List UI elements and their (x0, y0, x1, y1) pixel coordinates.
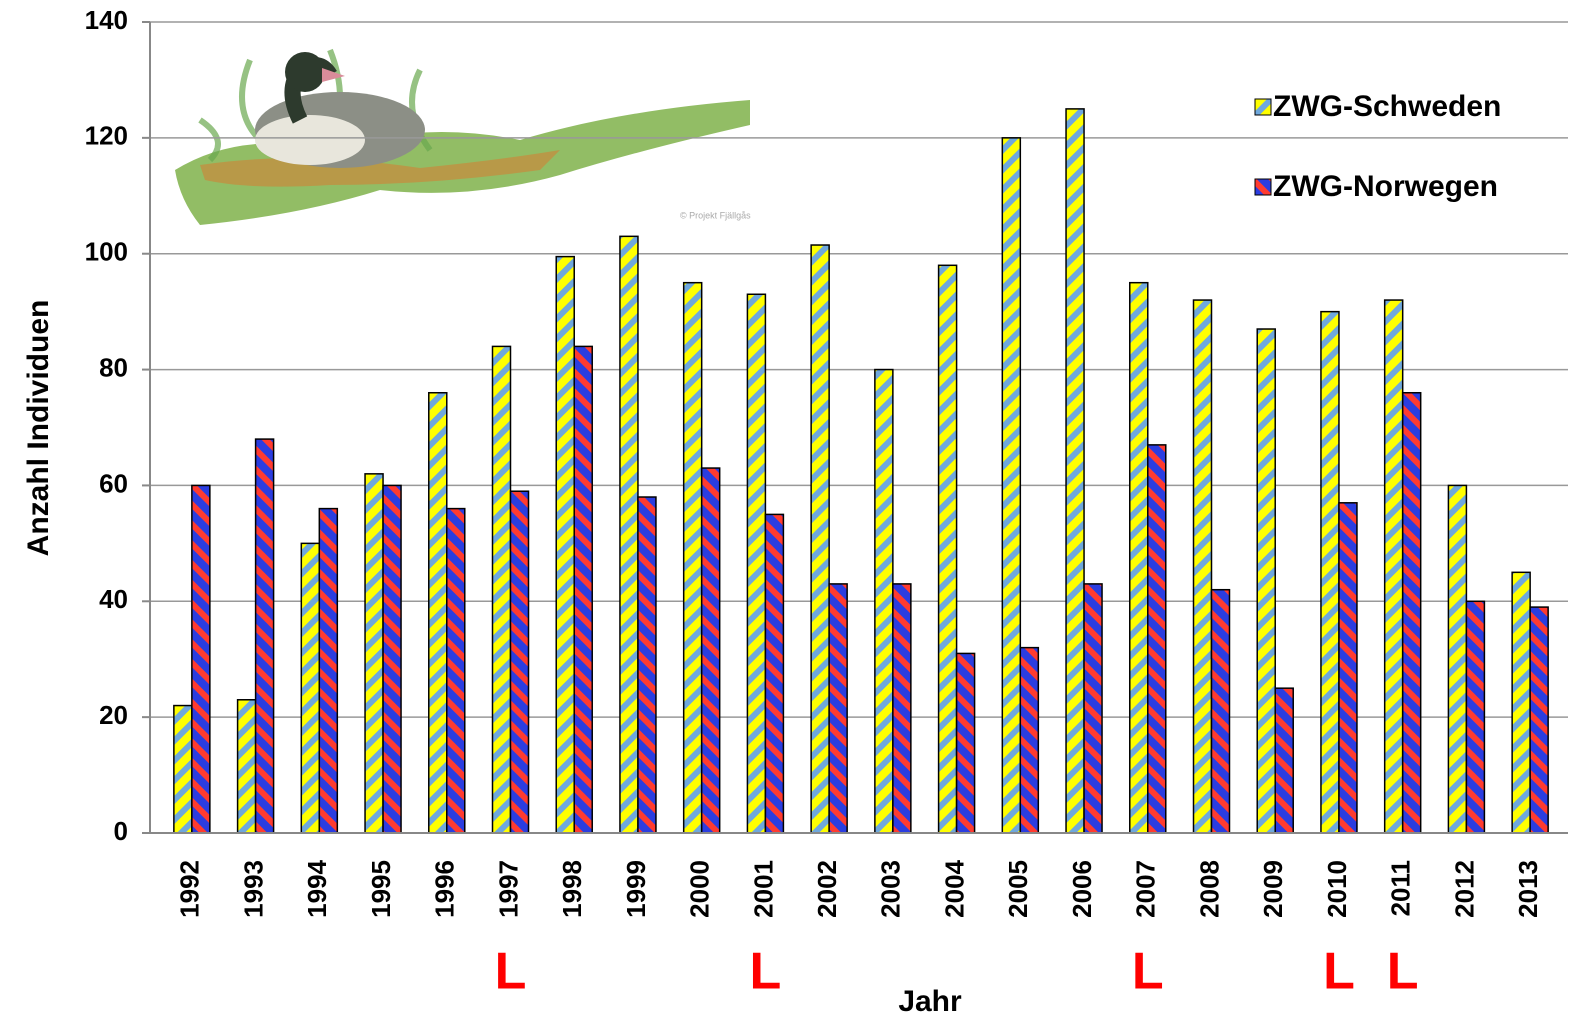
bar (318, 507, 339, 834)
bar (254, 438, 275, 834)
bar (191, 484, 211, 834)
bar (236, 699, 257, 834)
bar (1338, 502, 1358, 834)
bar (1083, 583, 1103, 834)
x-tick-label: 1996 (430, 860, 460, 918)
x-axis-title: Jahr (898, 985, 962, 1018)
bar (1320, 310, 1340, 834)
y-axis-title: Anzahl Individuen (22, 300, 55, 557)
x-tick-label: 2007 (1131, 860, 1161, 918)
bar (364, 473, 384, 834)
bar (300, 542, 321, 834)
bar (491, 345, 512, 834)
y-tick-label: 40 (99, 584, 128, 614)
bar (1210, 588, 1231, 834)
bar (1465, 600, 1486, 834)
x-tick-label: 2010 (1322, 860, 1352, 918)
bar (892, 583, 912, 834)
x-tick-label: 2009 (1258, 860, 1288, 918)
bar (637, 496, 657, 834)
legend-label: ZWG-Schweden (1273, 90, 1501, 123)
annotation: L (1132, 943, 1164, 1001)
bar (1383, 299, 1404, 834)
legend-swatch (1254, 98, 1272, 116)
bar (682, 281, 703, 834)
x-tick-label: 1998 (557, 860, 587, 918)
legend-swatch (1254, 178, 1272, 196)
y-tick-label: 20 (99, 700, 128, 730)
legend-label: ZWG-Norwegen (1273, 170, 1498, 203)
x-tick-label: 1992 (175, 860, 205, 918)
x-tick-label: 1999 (621, 860, 651, 918)
x-tick-label: 1995 (366, 860, 396, 918)
bar (509, 490, 530, 834)
bar (573, 345, 593, 834)
y-tick-label: 80 (99, 352, 128, 382)
bar (1511, 571, 1531, 834)
x-tick-label: 2011 (1386, 860, 1416, 916)
x-tick-label: 2013 (1513, 860, 1543, 918)
x-tick-label: 2004 (939, 859, 969, 917)
y-tick-label: 60 (99, 468, 128, 498)
bar (1529, 606, 1549, 834)
x-tick-label: 2006 (1067, 860, 1097, 918)
bar (555, 255, 575, 834)
bar (937, 264, 958, 834)
x-tick-label: 1997 (493, 860, 523, 918)
bar (1147, 444, 1167, 834)
bar (382, 484, 402, 834)
bar (1256, 328, 1276, 834)
bar (828, 583, 848, 834)
bar (1192, 299, 1213, 834)
y-tick-label: 0 (114, 816, 128, 846)
bar (1274, 687, 1294, 834)
bar (746, 293, 767, 834)
annotation: L (750, 943, 782, 1001)
y-tick-label: 120 (85, 121, 128, 151)
bar (764, 513, 785, 834)
bar (1019, 646, 1040, 834)
x-tick-label: 1994 (302, 859, 332, 917)
x-tick-label: 2005 (1003, 860, 1033, 918)
bar (1129, 281, 1149, 834)
annotation: L (1323, 943, 1355, 1001)
x-tick-label: 1993 (238, 860, 268, 918)
x-tick-label: 2008 (1194, 860, 1224, 918)
bar (619, 235, 639, 834)
bar (810, 244, 830, 834)
annotation: L (1387, 943, 1419, 1001)
bar (446, 507, 466, 834)
bar (874, 368, 894, 834)
annotation: L (495, 943, 527, 1001)
x-tick-label: 2003 (876, 860, 906, 918)
bar (428, 391, 448, 834)
bar (1401, 391, 1422, 834)
image-credit: © Projekt Fjällgås (680, 210, 751, 220)
bar (173, 704, 193, 834)
x-tick-label: 2000 (685, 860, 715, 918)
x-tick-label: 2012 (1449, 860, 1479, 918)
bar (1447, 484, 1468, 834)
bar (1065, 108, 1085, 834)
bar (1001, 137, 1022, 834)
goose-illustration: © Projekt Fjällgås (175, 48, 751, 225)
x-tick-label: 2002 (812, 860, 842, 918)
y-tick-label: 100 (85, 237, 128, 267)
bar (955, 652, 976, 834)
y-tick-label: 140 (85, 5, 128, 35)
x-tick-label: 2001 (748, 860, 778, 918)
bar (700, 467, 721, 834)
